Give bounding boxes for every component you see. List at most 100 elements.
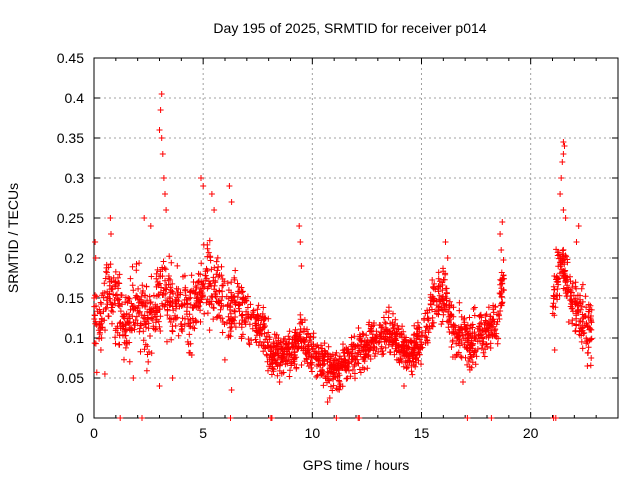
data-point (424, 324, 431, 330)
data-point (243, 297, 250, 304)
data-point (99, 324, 106, 331)
data-point (148, 273, 155, 280)
data-point (473, 353, 480, 360)
data-point (456, 299, 463, 306)
data-point (406, 351, 413, 358)
data-point (192, 283, 199, 290)
data-point (586, 337, 593, 344)
data-point (115, 285, 122, 292)
data-point (310, 341, 317, 348)
data-point-spike (226, 183, 233, 189)
y-tick-labels: 0 0.05 0.1 0.15 0.2 0.25 0.3 0.35 0.4 0.45 (57, 50, 84, 426)
data-point (247, 301, 254, 308)
data-point (499, 299, 506, 306)
data-point (383, 309, 390, 316)
data-point (554, 286, 561, 292)
data-point (132, 294, 139, 301)
data-point (108, 307, 115, 314)
data-point (418, 361, 424, 368)
data-point (213, 271, 220, 278)
data-point-zero (464, 415, 471, 421)
data-point (204, 310, 211, 317)
data-point (483, 341, 490, 348)
data-point (217, 306, 224, 313)
data-point (182, 286, 189, 293)
data-point (471, 304, 478, 311)
data-point (486, 331, 493, 338)
data-point (464, 335, 471, 342)
y-axis-label: SRMTID / TECUs (5, 183, 21, 293)
data-point (551, 273, 558, 279)
data-point (348, 350, 355, 357)
data-point (228, 315, 235, 322)
data-point (142, 292, 149, 299)
data-point (564, 288, 571, 295)
x-tick-label: 0 (90, 425, 98, 441)
data-point (287, 367, 293, 374)
data-point (305, 353, 311, 360)
data-point (174, 294, 181, 301)
data-point (439, 287, 446, 294)
data-point (343, 367, 350, 374)
data-point (179, 323, 185, 330)
data-point (292, 326, 299, 333)
data-point (128, 300, 135, 307)
data-point (492, 326, 499, 333)
data-point (152, 319, 159, 326)
data-point (168, 259, 175, 266)
data-point (496, 316, 503, 322)
data-point (356, 347, 363, 354)
data-point (554, 252, 561, 259)
data-point (393, 333, 400, 340)
data-point-spike (163, 207, 170, 213)
data-point (469, 321, 476, 328)
data-point (588, 319, 595, 326)
data-point (170, 307, 177, 314)
data-point (117, 325, 124, 332)
data-point (265, 315, 272, 322)
data-point (293, 364, 300, 371)
data-point (291, 356, 298, 363)
data-point (403, 365, 410, 372)
y-tick-label: 0.4 (65, 90, 85, 106)
data-point (482, 328, 489, 335)
data-point-spike (561, 143, 568, 149)
data-point (112, 281, 119, 288)
data-point (103, 304, 110, 311)
data-point (215, 264, 222, 270)
data-point (181, 272, 188, 279)
data-point (219, 329, 226, 336)
data-point (397, 349, 404, 356)
data-point (464, 328, 471, 335)
data-point-spike (141, 215, 148, 221)
data-point (122, 299, 129, 306)
data-point (454, 332, 461, 339)
data-point (219, 288, 226, 295)
data-point (363, 332, 370, 339)
data-point (231, 293, 238, 300)
data-point (457, 353, 464, 360)
data-point (419, 332, 426, 339)
data-point (551, 293, 558, 300)
data-point (186, 331, 193, 338)
data-point (440, 307, 447, 314)
data-point (276, 341, 283, 348)
data-point (182, 292, 189, 299)
data-point (572, 327, 579, 334)
data-point (103, 268, 109, 275)
data-point (344, 375, 351, 382)
data-point (97, 347, 104, 353)
data-point (569, 301, 576, 308)
data-point (368, 327, 375, 333)
data-point (224, 303, 231, 310)
data-point (438, 321, 445, 328)
data-point (96, 306, 103, 313)
data-point (446, 298, 453, 305)
data-point (191, 290, 198, 297)
data-point (412, 363, 419, 370)
data-point-spike (160, 175, 167, 181)
x-tick-label: 20 (523, 425, 539, 441)
data-point (588, 306, 595, 313)
data-point (282, 358, 289, 365)
data-point (369, 331, 376, 338)
